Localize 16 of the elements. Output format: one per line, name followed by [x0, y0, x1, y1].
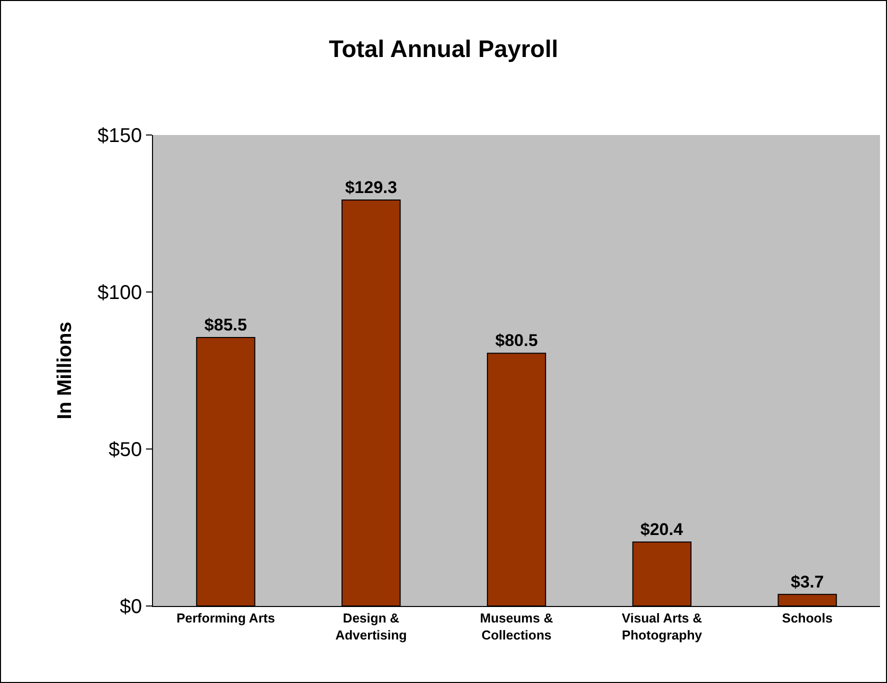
data-label: $80.5	[495, 331, 538, 350]
chart-title: Total Annual Payroll	[328, 36, 558, 64]
x-tick-label: Visual Arts & Photography	[622, 610, 703, 642]
y-axis-title: In Millions	[54, 322, 76, 420]
x-tick-label: Museums & Collections	[480, 610, 553, 642]
x-tick-label: Design & Advertising	[335, 610, 407, 642]
y-tick-label: $150	[98, 125, 142, 147]
y-tick-label: $100	[98, 282, 142, 304]
data-label: $3.7	[790, 572, 824, 592]
y-tick-label: $50	[108, 439, 142, 461]
data-label: $20.4	[640, 520, 684, 539]
x-tick-label: Schools	[782, 610, 833, 626]
data-label: $85.5	[204, 316, 247, 335]
data-label: $129.3	[345, 178, 398, 197]
y-tick-label: $0	[120, 596, 142, 618]
x-tick-label: Performing Arts	[176, 610, 275, 626]
